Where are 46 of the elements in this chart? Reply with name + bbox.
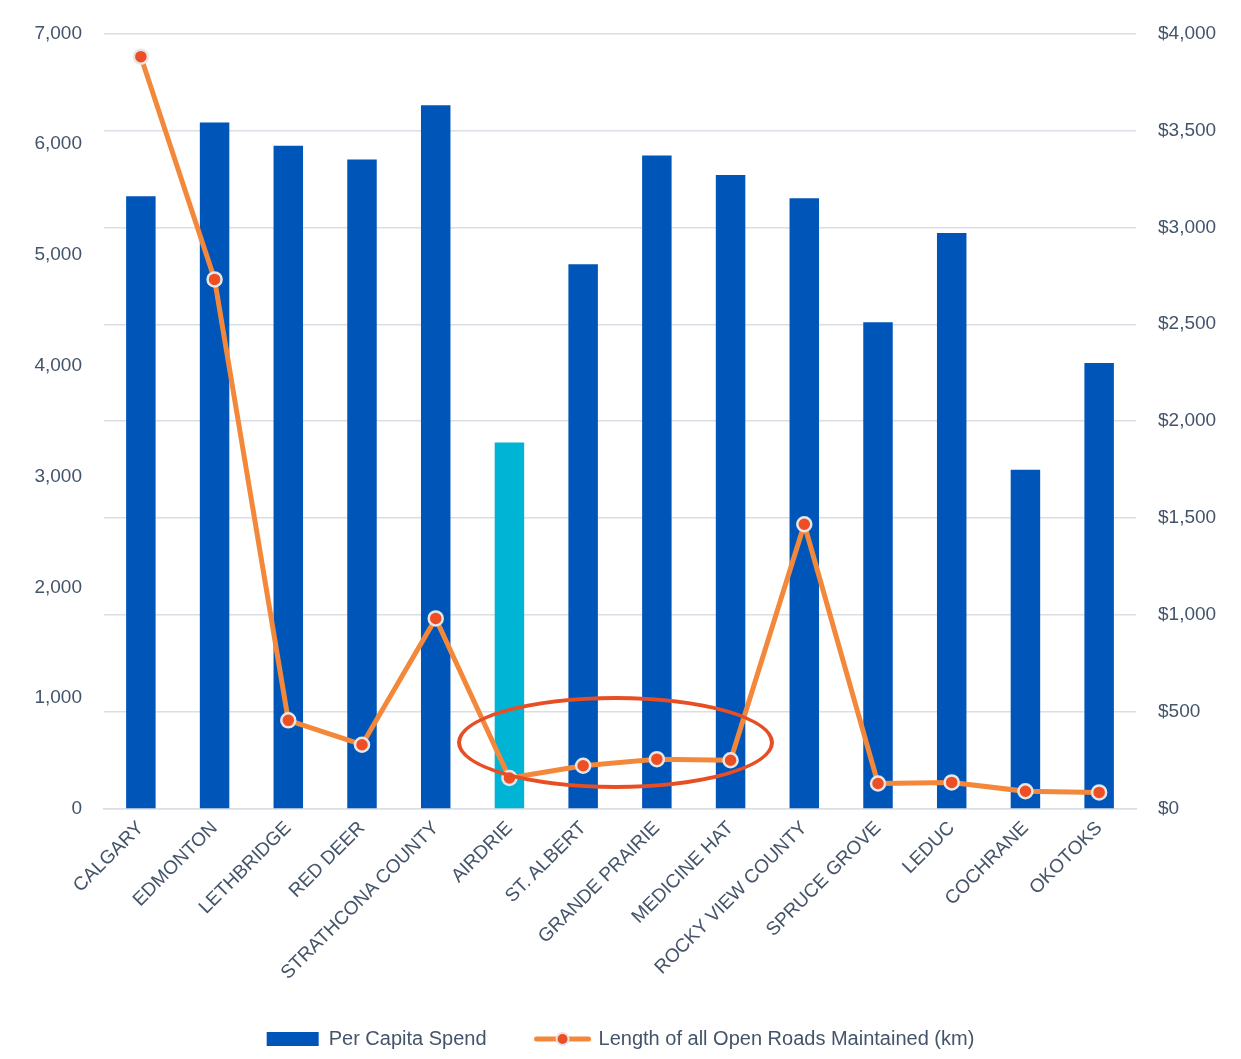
y2-tick-label: $3,500: [1158, 118, 1217, 140]
bar: [1084, 363, 1114, 809]
point: [574, 757, 592, 775]
y2-tick-label: $1,000: [1158, 603, 1217, 625]
y2-tick-label: $4,000: [1158, 21, 1217, 43]
point: [132, 48, 150, 65]
y-tick-label: 7,000: [34, 21, 82, 43]
bar: [789, 198, 820, 809]
bar: [126, 196, 156, 809]
bar: [936, 233, 967, 809]
y2-tick-label: $2,500: [1158, 312, 1217, 334]
y-tick-label: 5,000: [34, 243, 82, 265]
legend-label: Length of all Open Roads Maintained (km): [598, 1026, 975, 1049]
legend-label: Per Capita Spend: [328, 1026, 487, 1049]
bar: [863, 322, 893, 809]
y-tick-label: 1,000: [34, 686, 82, 708]
point: [353, 736, 371, 753]
point: [796, 515, 813, 533]
point: [722, 752, 739, 769]
bar: [347, 159, 377, 809]
y2-tick-label: $3,000: [1158, 215, 1217, 237]
point: [1090, 784, 1108, 801]
point: [280, 712, 297, 729]
point: [206, 271, 223, 288]
point: [1017, 783, 1034, 800]
y-tick-label: 4,000: [34, 354, 82, 376]
bar: [568, 264, 598, 809]
point: [648, 750, 666, 768]
bar: [715, 174, 746, 809]
y-tick-label: 3,000: [34, 464, 82, 486]
bar: [420, 105, 451, 809]
bar: [1010, 469, 1041, 809]
bar: [273, 145, 304, 809]
y2-tick-label: $0: [1158, 797, 1180, 819]
point: [869, 775, 887, 792]
bar: [199, 122, 230, 809]
bar: [642, 155, 672, 809]
y-tick-label: 6,000: [34, 132, 82, 154]
y2-tick-label: $1,500: [1158, 506, 1217, 528]
y2-tick-label: $2,000: [1158, 409, 1217, 431]
point: [943, 774, 960, 791]
y2-tick-label: $500: [1158, 700, 1201, 722]
y-tick-label: 2,000: [34, 575, 82, 597]
point: [427, 610, 444, 627]
bar: [494, 442, 525, 809]
y-tick-label: 0: [71, 797, 82, 819]
